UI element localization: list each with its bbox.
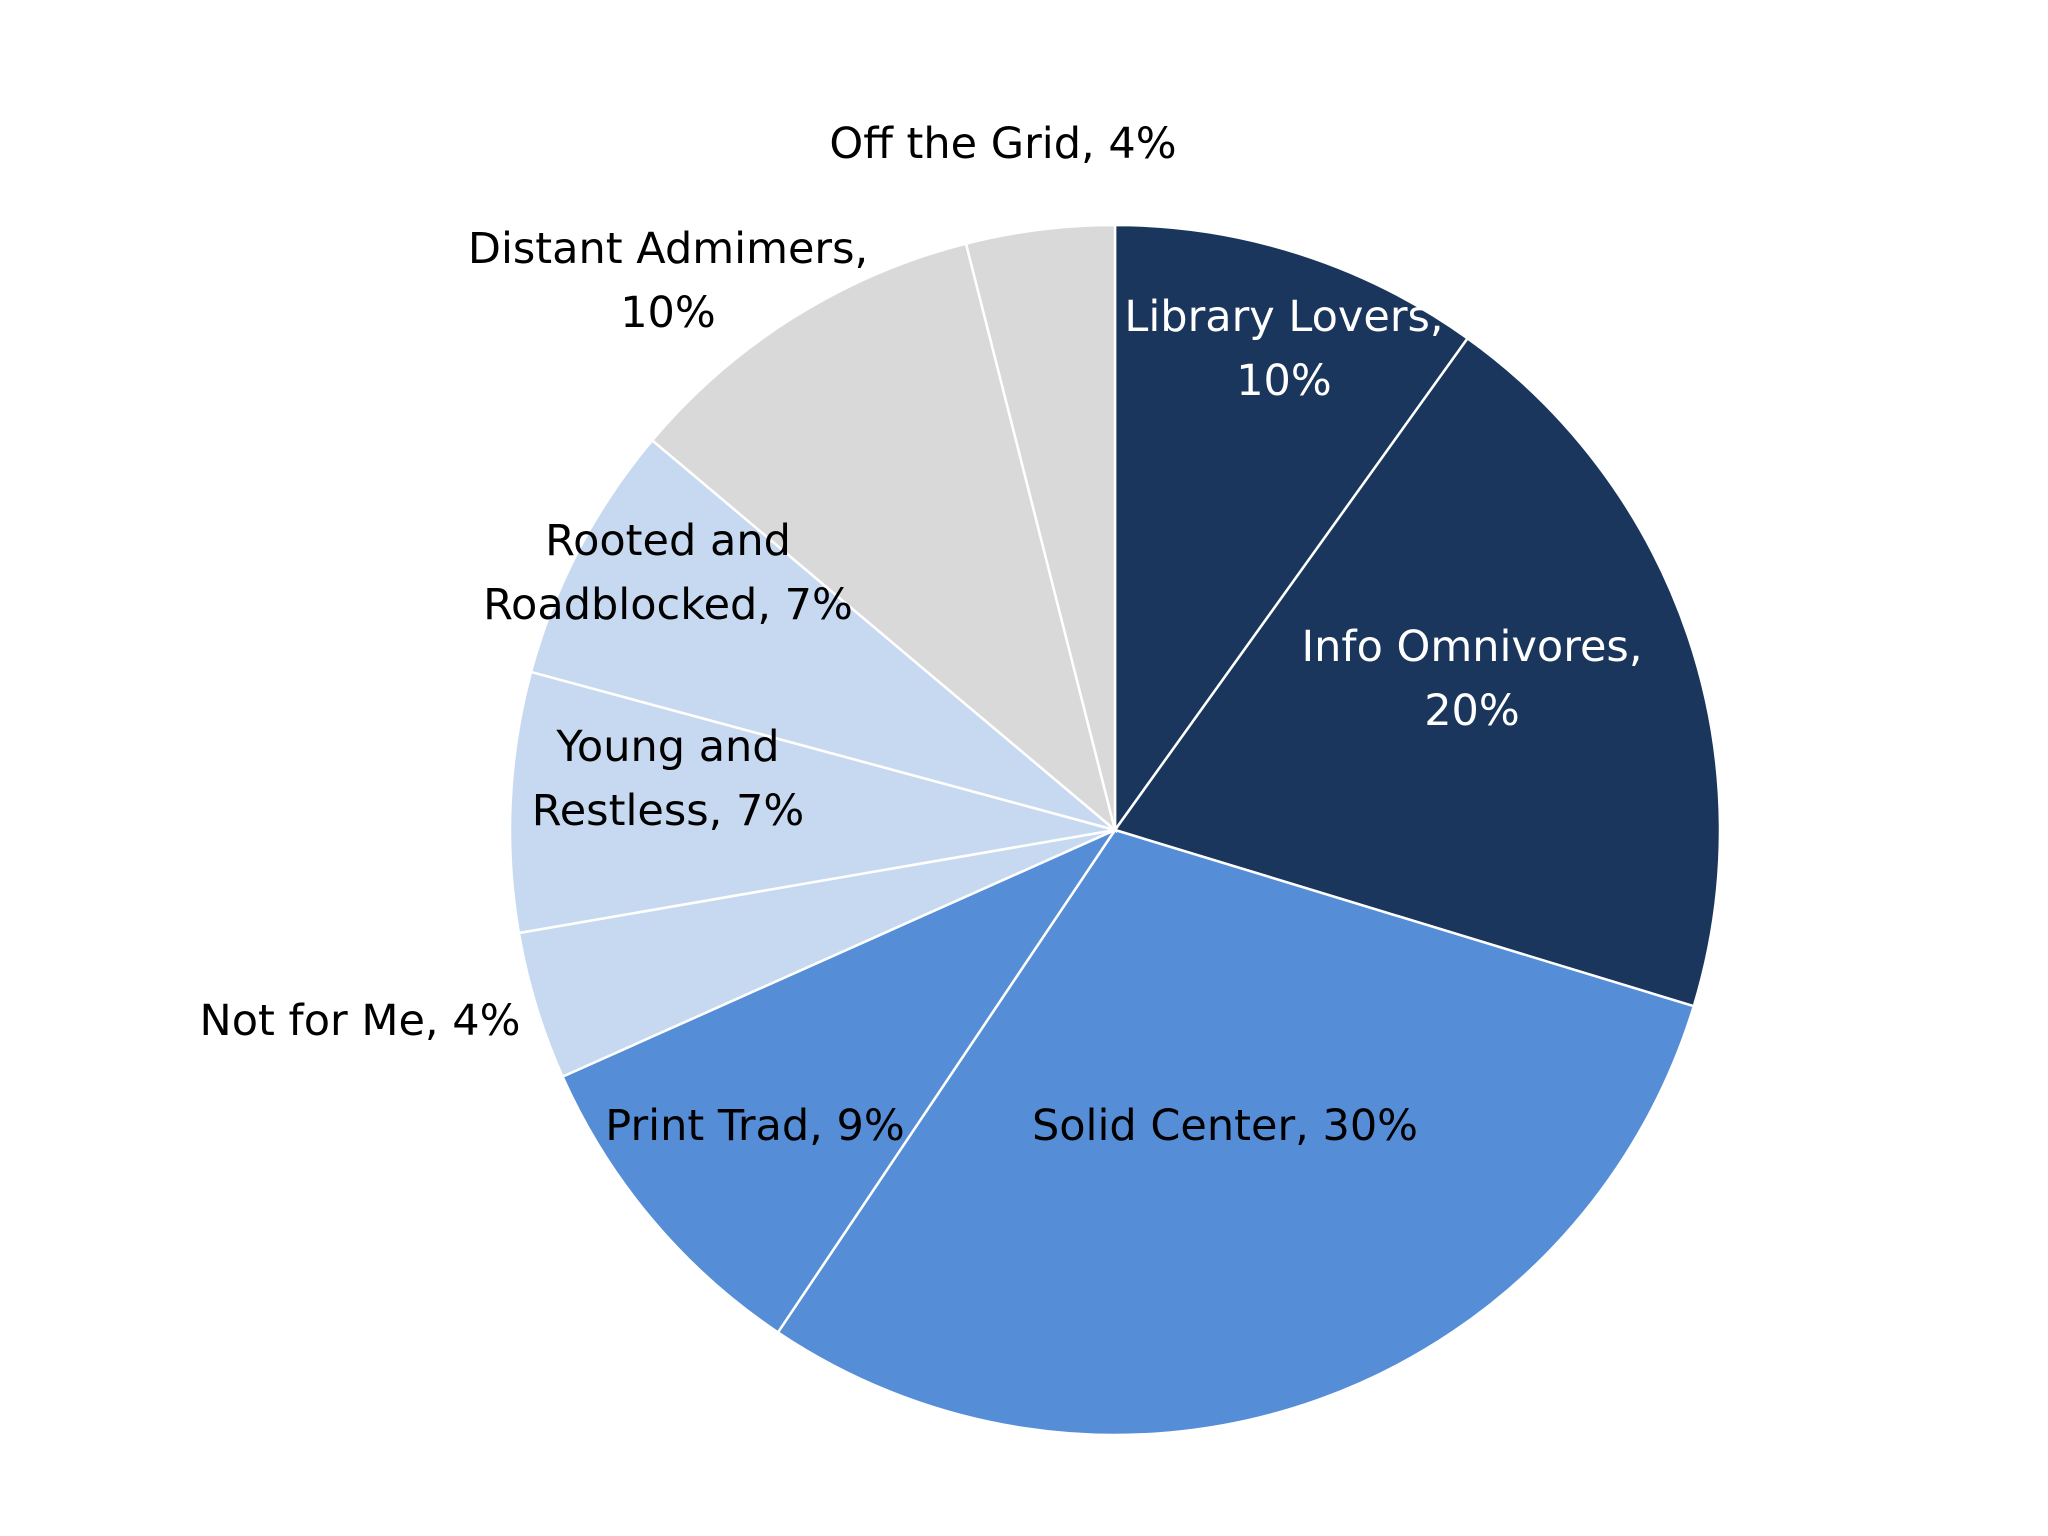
label-line: Info Omnivores, xyxy=(1302,622,1643,672)
slice-solid-center xyxy=(776,828,1696,1437)
pie-slices xyxy=(508,223,1722,1437)
slice-off-the-grid xyxy=(964,223,1117,831)
label-line: Not for Me, 4% xyxy=(200,996,521,1046)
label-line: Off the Grid, 4% xyxy=(829,119,1176,169)
slice-rooted-and-roadblocked xyxy=(529,438,1116,832)
label-print-trad: Print Trad, 9% xyxy=(605,1101,904,1151)
label-line: Distant Admimers, xyxy=(468,224,868,274)
label-line: 10% xyxy=(620,288,716,338)
slice-distant-admimers xyxy=(650,242,1118,834)
label-rooted-and-roadblocked: Rooted and Roadblocked, 7% xyxy=(483,516,853,630)
pie-labels: Library Lovers, 10% Info Omnivores, 20% Soli… xyxy=(200,119,1643,1151)
label-distant-admimers: Distant Admimers, 10% xyxy=(468,224,868,338)
label-not-for-me: Not for Me, 4% xyxy=(200,996,521,1046)
label-line: Library Lovers, xyxy=(1124,292,1443,342)
label-line: Solid Center, 30% xyxy=(1032,1101,1418,1151)
slice-info-omnivores xyxy=(1112,336,1722,1008)
slice-library-lovers xyxy=(1113,223,1470,834)
label-library-lovers: Library Lovers, 10% xyxy=(1124,292,1443,406)
label-line: Print Trad, 9% xyxy=(605,1101,904,1151)
label-young-and-restless: Young and Restless, 7% xyxy=(532,722,804,836)
label-solid-center: Solid Center, 30% xyxy=(1032,1101,1418,1151)
label-info-omnivores: Info Omnivores, 20% xyxy=(1302,622,1643,736)
label-line: Young and xyxy=(555,722,779,772)
label-line: Roadblocked, 7% xyxy=(483,580,853,630)
label-off-the-grid: Off the Grid, 4% xyxy=(829,119,1176,169)
label-line: Rooted and xyxy=(545,516,791,566)
label-line: 20% xyxy=(1424,686,1520,736)
label-line: Restless, 7% xyxy=(532,786,804,836)
slice-young-and-restless xyxy=(508,670,1116,935)
slice-print-trad xyxy=(560,827,1119,1335)
label-line: 10% xyxy=(1236,356,1332,406)
